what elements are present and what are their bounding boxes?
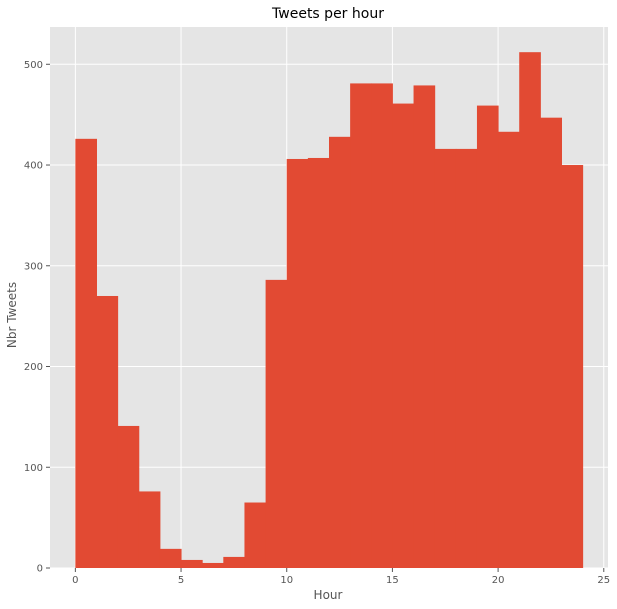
x-tick-label: 15 [386,575,399,586]
bar-hour-21 [519,52,541,568]
y-tick-label: 0 [37,564,43,575]
x-axis-ticks: 0 5 10 15 20 25 [72,568,610,586]
bar-hour-8 [244,502,267,568]
y-axis-label: Nbr Tweets [5,282,19,348]
bar-hour-2 [117,425,140,568]
x-axis-label: Hour [314,588,343,602]
bar-hour-17 [434,148,457,568]
bar-hour-3 [138,491,161,568]
bar-hour-14 [371,83,393,569]
chart-title: Tweets per hour [271,6,384,22]
bar-hour-15 [392,103,415,569]
bar-hour-0 [75,138,97,568]
bar-hour-22 [540,117,562,569]
x-tick-label: 10 [280,575,293,586]
y-tick-label: 300 [24,261,43,272]
bar-hour-9 [265,279,288,568]
y-axis-ticks: 0 100 200 300 400 500 [24,60,50,575]
y-tick-label: 400 [24,161,43,172]
bar-hour-23 [561,165,584,568]
bar-hour-5 [181,559,203,568]
y-tick-label: 500 [24,60,43,71]
bar-hour-7 [223,556,245,568]
y-tick-label: 100 [24,463,43,474]
y-tick-label: 200 [24,362,43,373]
bar-hour-19 [476,105,499,569]
bar-hour-13 [350,83,372,569]
bar-hour-18 [455,148,478,568]
x-tick-label: 20 [492,575,505,586]
bar-hour-11 [307,157,330,569]
bar-hour-16 [413,85,436,568]
bar-hour-1 [96,295,119,568]
bar-hour-12 [329,136,351,568]
bars [75,52,584,569]
x-tick-label: 5 [178,575,184,586]
bar-hour-10 [286,158,309,569]
bar-hour-4 [159,548,182,568]
bar-hour-20 [498,131,520,569]
x-tick-label: 0 [72,575,78,586]
bar-hour-6 [202,562,224,568]
x-tick-label: 25 [597,575,610,586]
